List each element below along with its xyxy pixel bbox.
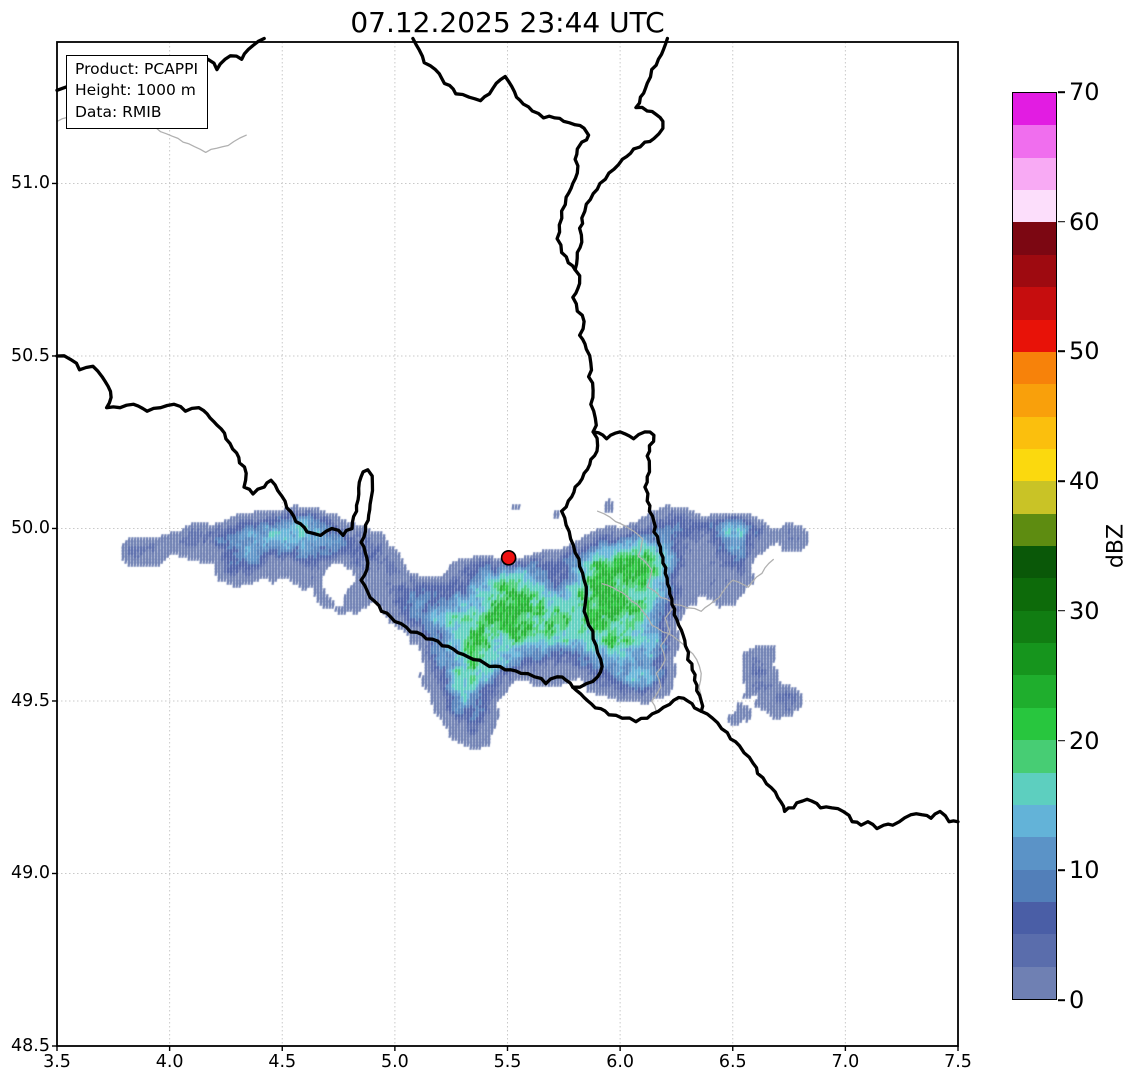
x-tick-label: 7.0 bbox=[831, 1052, 860, 1072]
x-tick-label: 4.5 bbox=[268, 1052, 297, 1072]
colorbar-band bbox=[1013, 384, 1056, 417]
colorbar-band bbox=[1013, 254, 1056, 288]
country-border bbox=[591, 430, 705, 713]
info-box: Product: PCAPPI Height: 1000 m Data: RMI… bbox=[66, 55, 209, 130]
colorbar-tick bbox=[1058, 869, 1065, 872]
colorbar-band bbox=[1013, 481, 1056, 514]
y-tick-label: 51.0 bbox=[11, 173, 50, 194]
figure-title: 07.12.2025 23:44 UTC bbox=[350, 6, 665, 39]
x-tick-label: 4.0 bbox=[155, 1052, 184, 1072]
country-border bbox=[559, 268, 604, 689]
colorbar-tick-label: 20 bbox=[1069, 726, 1100, 755]
river-line bbox=[651, 603, 675, 712]
river-line bbox=[596, 510, 774, 612]
colorbar-tick bbox=[1058, 220, 1065, 223]
colorbar-band bbox=[1013, 319, 1056, 352]
x-tick-label: 5.0 bbox=[380, 1052, 409, 1072]
colorbar-band bbox=[1013, 869, 1056, 902]
colorbar-tick-label: 60 bbox=[1069, 207, 1100, 236]
colorbar-tick bbox=[1058, 480, 1065, 482]
colorbar-tick-label: 50 bbox=[1069, 337, 1100, 366]
colorbar-band bbox=[1013, 351, 1056, 385]
colorbar-tick-label: 70 bbox=[1069, 78, 1100, 106]
colorbar-band bbox=[1013, 546, 1056, 579]
colorbar-band bbox=[1013, 513, 1056, 547]
y-tick-label: 48.5 bbox=[11, 1036, 50, 1056]
info-line-height: Height: 1000 m bbox=[75, 81, 196, 100]
colorbar-tick bbox=[1058, 610, 1065, 612]
colorbar-tick-label: 30 bbox=[1069, 596, 1100, 625]
radar-echoes-canvas bbox=[57, 42, 958, 1046]
x-tick-label: 5.5 bbox=[493, 1052, 522, 1072]
country-border bbox=[411, 36, 591, 272]
colorbar-band bbox=[1013, 707, 1056, 741]
colorbar-band bbox=[1013, 448, 1056, 482]
colorbar-tick-label: 40 bbox=[1069, 467, 1100, 496]
radar-location-marker bbox=[500, 550, 517, 566]
colorbar-band bbox=[1013, 675, 1056, 708]
colorbar-band bbox=[1013, 837, 1056, 870]
y-tick-label: 50.0 bbox=[11, 518, 50, 539]
y-tick-label: 49.0 bbox=[11, 863, 50, 884]
colorbar bbox=[1012, 92, 1057, 1000]
colorbar-band bbox=[1013, 416, 1056, 449]
colorbar-tick bbox=[1058, 739, 1065, 742]
x-tick-label: 3.5 bbox=[43, 1052, 71, 1072]
colorbar-band bbox=[1013, 222, 1056, 255]
river-line bbox=[601, 583, 702, 702]
colorbar-tick bbox=[1058, 91, 1065, 93]
colorbar-band bbox=[1013, 901, 1056, 935]
colorbar-band bbox=[1013, 772, 1056, 805]
colorbar-axis-label: dBZ bbox=[1103, 523, 1129, 569]
colorbar-band bbox=[1013, 157, 1056, 191]
x-tick-label: 6.5 bbox=[718, 1052, 747, 1072]
country-border bbox=[55, 354, 575, 689]
y-tick-label: 50.5 bbox=[11, 345, 50, 366]
info-line-data: Data: RMIB bbox=[75, 102, 162, 121]
colorbar-band bbox=[1013, 578, 1056, 611]
colorbar-tick bbox=[1058, 350, 1065, 353]
colorbar-band bbox=[1013, 190, 1056, 223]
colorbar-band bbox=[1013, 610, 1056, 644]
colorbar-band bbox=[1013, 804, 1056, 838]
country-border bbox=[571, 685, 960, 831]
colorbar-band bbox=[1013, 643, 1056, 676]
colorbar-band bbox=[1013, 125, 1056, 158]
y-tick-label: 49.5 bbox=[11, 690, 50, 711]
x-tick-label: 6.0 bbox=[606, 1052, 635, 1072]
colorbar-band bbox=[1013, 966, 1056, 1000]
country-border bbox=[573, 36, 670, 272]
colorbar-band bbox=[1013, 934, 1056, 967]
colorbar-band bbox=[1013, 93, 1056, 126]
plot-frame bbox=[56, 41, 959, 1047]
x-tick-label: 7.5 bbox=[944, 1052, 972, 1072]
colorbar-tick-label: 0 bbox=[1069, 986, 1085, 1014]
colorbar-band bbox=[1013, 287, 1056, 320]
colorbar-tick-label: 10 bbox=[1069, 856, 1100, 885]
colorbar-band bbox=[1013, 740, 1056, 773]
colorbar-tick bbox=[1058, 999, 1065, 1001]
info-line-product: Product: PCAPPI bbox=[75, 60, 199, 78]
